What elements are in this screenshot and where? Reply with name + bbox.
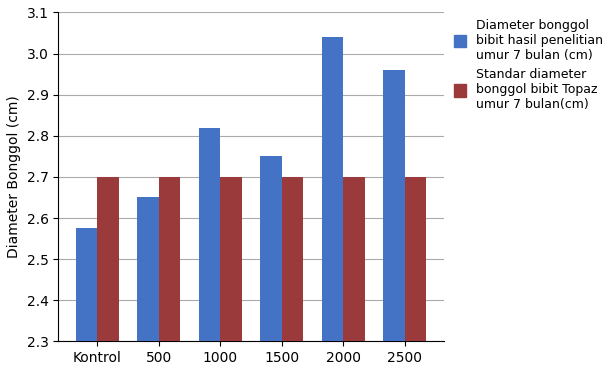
Bar bbox=[159, 177, 180, 372]
Bar bbox=[404, 177, 426, 372]
Bar bbox=[282, 177, 303, 372]
Bar bbox=[137, 198, 159, 372]
Bar bbox=[343, 177, 365, 372]
Y-axis label: Diameter Bonggol (cm): Diameter Bonggol (cm) bbox=[7, 96, 21, 258]
Bar bbox=[199, 128, 220, 372]
Bar bbox=[76, 228, 97, 372]
Bar bbox=[383, 70, 404, 372]
Bar bbox=[260, 156, 282, 372]
Bar bbox=[321, 37, 343, 372]
Bar bbox=[97, 177, 119, 372]
Bar bbox=[220, 177, 242, 372]
Legend: Diameter bonggol
bibit hasil penelitian
umur 7 bulan (cm), Standar diameter
bong: Diameter bonggol bibit hasil penelitian … bbox=[454, 19, 603, 111]
